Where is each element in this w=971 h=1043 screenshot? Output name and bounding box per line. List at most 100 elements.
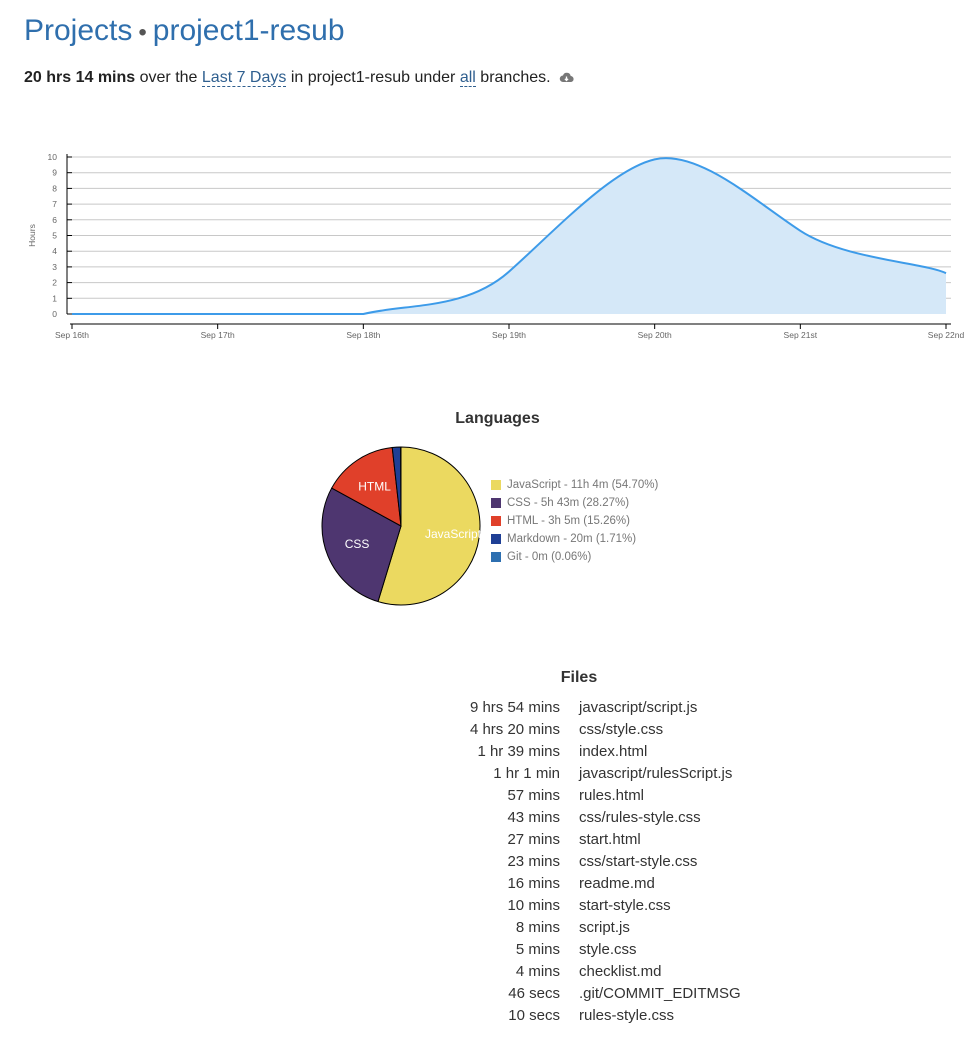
file-name: rules-style.css: [579, 1006, 675, 1024]
file-name: checklist.md: [579, 962, 662, 980]
file-row: 46 secs .git/COMMIT_EDITMSG: [400, 982, 741, 1004]
summary-text-in: in project1-resub under: [290, 69, 456, 86]
files-title: Files: [560, 669, 598, 686]
coding-activity-chart: 0 1 2 3 4 5 6 7 8 9 10 Hours Sep 16th Sep 17th Sep 18t…: [27, 152, 965, 340]
pie-label-css: CSS: [345, 537, 370, 551]
file-row: 9 hrs 54 mins javascript/script.js: [400, 696, 741, 718]
y-tick-label: 8: [52, 183, 57, 193]
file-time: 27 mins: [507, 830, 560, 848]
pie-slice-css: [321, 487, 402, 603]
y-tick-label: 3: [52, 262, 57, 272]
file-time: 10 mins: [507, 896, 560, 914]
file-row: 23 mins css/start-style.css: [400, 850, 741, 872]
languages-pie-chart: JavaScript CSS HTML: [321, 446, 482, 606]
branches-link[interactable]: all: [459, 69, 476, 87]
date-range-link[interactable]: Last 7 Days: [201, 69, 287, 87]
x-tick-label: Sep 20th: [638, 330, 672, 340]
x-tick-label: Sep 17th: [201, 330, 235, 340]
legend-label: HTML - 3h 5m (15.26%): [507, 515, 630, 527]
pie-label-html: HTML: [358, 480, 391, 494]
file-name: css/start-style.css: [579, 852, 698, 870]
pie-slice-html: [331, 446, 402, 527]
file-name: rules.html: [579, 786, 645, 804]
file-time: 43 mins: [507, 808, 560, 826]
total-time: 20 hrs 14 mins: [24, 69, 136, 86]
files-list: 9 hrs 54 mins javascript/script.js 4 hrs 2…: [400, 696, 741, 1026]
y-tick-label: 5: [52, 231, 57, 241]
legend-label: Markdown - 20m (1.71%): [507, 533, 637, 545]
file-time: 8 mins: [515, 918, 560, 936]
legend-label: JavaScript - 11h 4m (54.70%): [507, 479, 659, 491]
x-tick-label: Sep 21st: [784, 330, 818, 340]
file-time: 4 hrs 20 mins: [469, 720, 560, 738]
legend-label: CSS - 5h 43m (28.27%): [507, 497, 630, 509]
file-name: index.html: [579, 742, 648, 760]
legend-item-css[interactable]: CSS - 5h 43m (28.27%): [491, 494, 658, 512]
file-name: javascript/rulesScript.js: [579, 764, 733, 782]
file-row: 1 hr 39 mins index.html: [400, 740, 741, 762]
summary-line: 20 hrs 14 mins over the Last 7 Days in p…: [24, 68, 574, 90]
y-tick-label: 0: [52, 309, 57, 319]
file-row: 5 mins style.css: [400, 938, 741, 960]
file-name: start-style.css: [579, 896, 671, 914]
pie-slice-javascript: [377, 446, 481, 606]
summary-text-over: over the: [139, 69, 198, 86]
x-tick-label: Sep 16th: [55, 330, 89, 340]
legend-item-html[interactable]: HTML - 3h 5m (15.26%): [491, 512, 658, 530]
file-time: 9 hrs 54 mins: [469, 698, 560, 716]
languages-legend: JavaScript - 11h 4m (54.70%) CSS - 5h 43m…: [491, 476, 658, 566]
file-row: 27 mins start.html: [400, 828, 741, 850]
y-tick-label: 10: [48, 152, 58, 162]
file-time: 46 secs: [508, 984, 560, 1002]
file-name: javascript/script.js: [579, 698, 698, 716]
languages-chart-title: Languages: [455, 410, 540, 427]
file-name: readme.md: [579, 874, 655, 892]
legend-swatch: [491, 552, 501, 562]
file-name: script.js: [579, 918, 630, 936]
file-time: 10 secs: [508, 1006, 560, 1024]
file-time: 1 hr 1 min: [493, 764, 560, 782]
legend-item-git[interactable]: Git - 0m (0.06%): [491, 548, 658, 566]
file-row: 8 mins script.js: [400, 916, 741, 938]
legend-swatch: [491, 534, 501, 544]
projects-link[interactable]: Projects: [24, 14, 133, 47]
file-name: start.html: [579, 830, 641, 848]
file-row: 43 mins css/rules-style.css: [400, 806, 741, 828]
file-time: 16 mins: [507, 874, 560, 892]
legend-swatch: [491, 516, 501, 526]
legend-item-javascript[interactable]: JavaScript - 11h 4m (54.70%): [491, 476, 658, 494]
file-name: css/style.css: [579, 720, 664, 738]
legend-label: Git - 0m (0.06%): [507, 551, 592, 563]
file-row: 10 mins start-style.css: [400, 894, 741, 916]
y-tick-label: 6: [52, 215, 57, 225]
cloud-download-icon[interactable]: [559, 70, 574, 90]
file-row: 57 mins rules.html: [400, 784, 741, 806]
title-separator: •: [138, 19, 147, 46]
legend-item-markdown[interactable]: Markdown - 20m (1.71%): [491, 530, 658, 548]
file-name: css/rules-style.css: [579, 808, 701, 826]
legend-swatch: [491, 480, 501, 490]
file-time: 5 mins: [515, 940, 560, 958]
x-tick-label: Sep 18th: [346, 330, 380, 340]
y-tick-label: 7: [52, 199, 57, 209]
pie-label-javascript: JavaScript: [425, 527, 482, 541]
hours-line: [72, 157, 947, 315]
y-tick-label: 4: [52, 246, 57, 256]
y-tick-label: 9: [52, 168, 57, 178]
x-tick-label: Sep 22nd: [928, 330, 965, 340]
hours-area: [72, 158, 946, 314]
legend-swatch: [491, 498, 501, 508]
file-time: 1 hr 39 mins: [477, 742, 560, 760]
file-row: 16 mins readme.md: [400, 872, 741, 894]
file-row: 1 hr 1 min javascript/rulesScript.js: [400, 762, 741, 784]
file-time: 4 mins: [515, 962, 560, 980]
project-name-link[interactable]: project1-resub: [152, 14, 345, 47]
file-row: 4 hrs 20 mins css/style.css: [400, 718, 741, 740]
y-tick-label: 1: [52, 293, 57, 303]
summary-text-end: branches.: [480, 69, 551, 86]
file-name: style.css: [579, 940, 637, 958]
file-time: 23 mins: [507, 852, 560, 870]
file-name: .git/COMMIT_EDITMSG: [579, 984, 741, 1002]
x-tick-label: Sep 19th: [492, 330, 526, 340]
file-row: 10 secs rules-style.css: [400, 1004, 741, 1026]
